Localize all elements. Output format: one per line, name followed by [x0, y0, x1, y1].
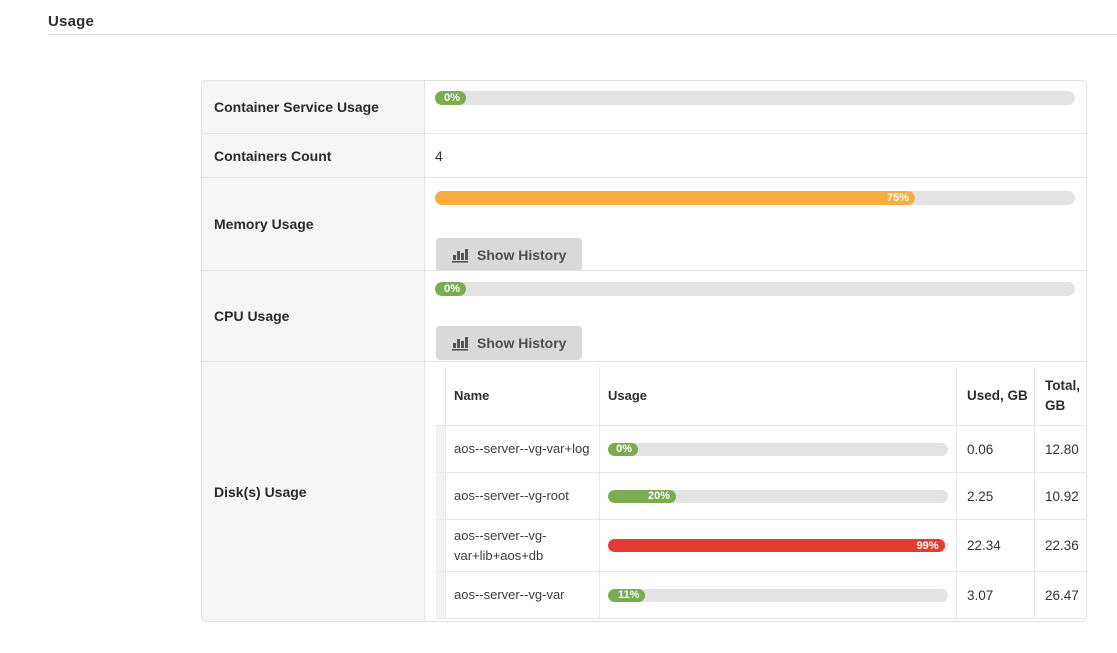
- column-header-total: Total, GB: [1034, 367, 1086, 425]
- disk-row: aos--server--vg-root 20% 2.25 10.92: [436, 472, 1086, 519]
- show-history-label: Show History: [477, 247, 567, 263]
- disk-name: aos--server--vg-var+log: [445, 426, 599, 472]
- disk-row: aos--server--vg-var+lib+aos+db 99% 22.34…: [436, 519, 1086, 571]
- disk-usage-cell: 99%: [599, 520, 956, 571]
- disk-usage-bar: 20%: [608, 489, 948, 503]
- disk-row: aos--server--vg-var 11% 3.07 26.47: [436, 571, 1086, 619]
- disk-used-value: 22.34: [956, 520, 1034, 571]
- disks-table-header-row: Name Usage Used, GB Total, GB: [436, 367, 1086, 425]
- disk-usage-bar: 99%: [608, 539, 948, 552]
- disk-total-value: 22.36: [1034, 520, 1086, 571]
- title-divider: [48, 34, 1117, 35]
- disk-total-value: 10.92: [1034, 473, 1086, 519]
- disk-name: aos--server--vg-var: [445, 572, 599, 618]
- gutter-cell: [436, 367, 445, 425]
- container-service-usage-bar: 0%: [435, 91, 1075, 105]
- disk-total-value: 12.80: [1034, 426, 1086, 472]
- page-title: Usage: [48, 13, 95, 30]
- bar-chart-icon: [452, 248, 468, 263]
- cpu-usage-cell: 0% Show History: [425, 270, 1086, 361]
- memory-usage-bar-fill: 75%: [435, 191, 915, 205]
- column-header-usage: Usage: [599, 367, 956, 425]
- container-service-usage-bar-fill: 0%: [435, 91, 466, 105]
- disk-usage-bar-fill: 20%: [608, 489, 676, 503]
- disk-usage-cell: 0%: [599, 426, 956, 472]
- container-service-usage-cell: 0%: [425, 81, 1086, 133]
- column-header-used: Used, GB: [956, 367, 1034, 425]
- disk-usage-bar-fill: 11%: [608, 588, 646, 602]
- disk-used-value: 2.25: [956, 473, 1034, 519]
- gutter-cell: [436, 473, 445, 519]
- disk-used-value: 0.06: [956, 426, 1034, 472]
- cpu-usage-bar-fill: 0%: [435, 282, 466, 296]
- row-label-cpu-usage: CPU Usage: [202, 270, 425, 361]
- bar-chart-icon: [452, 336, 468, 351]
- cpu-show-history-button[interactable]: Show History: [436, 326, 583, 360]
- disks-table: Name Usage Used, GB Total, GB aos--serve…: [436, 367, 1086, 619]
- column-header-name: Name: [445, 367, 599, 425]
- cpu-usage-bar: 0%: [435, 282, 1075, 296]
- disk-usage-bar: 0%: [608, 442, 948, 456]
- gutter-cell: [436, 572, 445, 618]
- disks-usage-cell: Name Usage Used, GB Total, GB aos--serve…: [425, 361, 1086, 621]
- disk-total-value: 26.47: [1034, 572, 1086, 618]
- usage-panel: Container Service Usage 0% Containers Co…: [201, 80, 1087, 622]
- disk-name: aos--server--vg-root: [445, 473, 599, 519]
- disk-name: aos--server--vg-var+lib+aos+db: [445, 520, 599, 571]
- disk-usage-cell: 20%: [599, 473, 956, 519]
- row-label-memory-usage: Memory Usage: [202, 177, 425, 270]
- disk-row: aos--server--vg-var+log 0% 0.06 12.80: [436, 425, 1086, 472]
- gutter-cell: [436, 426, 445, 472]
- gutter-cell: [436, 520, 445, 571]
- row-label-containers-count: Containers Count: [202, 133, 425, 177]
- disk-usage-cell: 11%: [599, 572, 956, 618]
- memory-usage-cell: 75% Show History: [425, 177, 1086, 272]
- disk-usage-bar: 11%: [608, 588, 948, 602]
- show-history-label: Show History: [477, 335, 567, 351]
- containers-count-value: 4: [425, 133, 1086, 177]
- row-label-container-service-usage: Container Service Usage: [202, 81, 425, 133]
- disk-usage-bar-fill: 0%: [608, 442, 638, 456]
- disk-usage-bar-fill: 99%: [608, 539, 945, 552]
- disk-used-value: 3.07: [956, 572, 1034, 618]
- memory-usage-bar: 75%: [435, 191, 1075, 205]
- row-label-disks-usage: Disk(s) Usage: [202, 361, 425, 621]
- memory-show-history-button[interactable]: Show History: [436, 238, 583, 272]
